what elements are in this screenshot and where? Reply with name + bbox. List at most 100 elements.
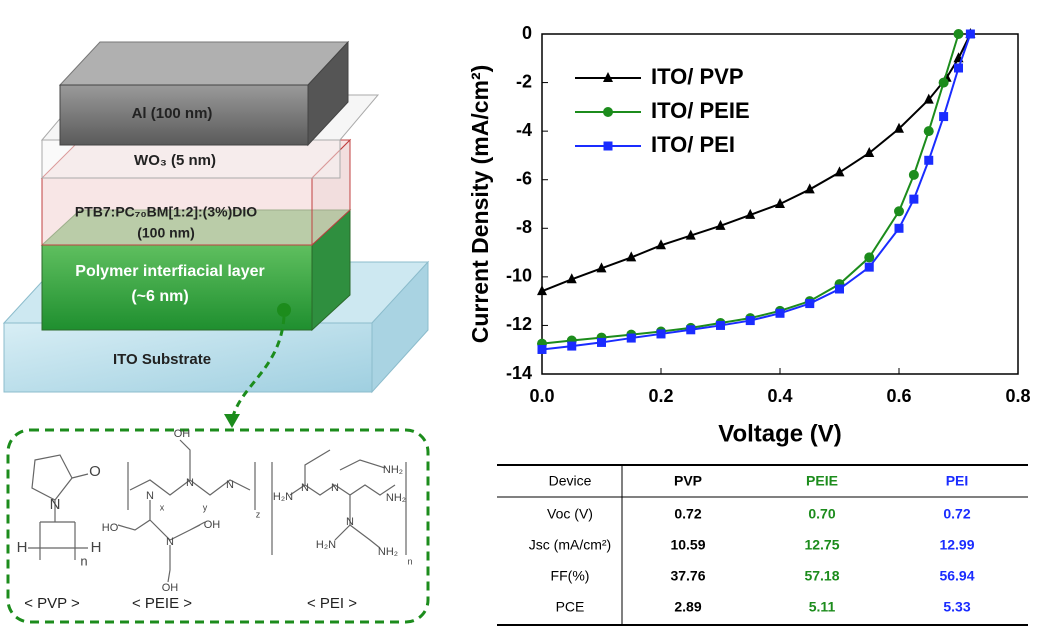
structures: O N H H n OH N N N x y z HO N OH OH H₂N … bbox=[17, 428, 413, 612]
atom: y bbox=[203, 502, 208, 512]
legend-marker bbox=[603, 141, 613, 151]
table-cell: 5.11 bbox=[809, 599, 836, 615]
atom: n bbox=[80, 553, 87, 568]
layer-label: Al (100 nm) bbox=[132, 105, 213, 122]
y-tick-label: -2 bbox=[516, 71, 532, 91]
marker bbox=[965, 29, 975, 39]
marker bbox=[894, 206, 904, 217]
atom: O bbox=[89, 463, 101, 480]
table-header: PEI bbox=[946, 473, 969, 489]
marker bbox=[835, 284, 844, 294]
table-cell: 10.59 bbox=[670, 537, 705, 553]
marker bbox=[626, 333, 636, 343]
atom: N bbox=[166, 536, 174, 548]
marker bbox=[656, 239, 666, 250]
layer-label: PTB7:PC₇₀BM[1:2]:(3%)DIO bbox=[75, 204, 257, 220]
marker bbox=[566, 273, 577, 284]
bond bbox=[28, 454, 89, 560]
marker bbox=[938, 77, 949, 88]
bond bbox=[271, 449, 407, 555]
atom: n bbox=[407, 556, 412, 566]
atom: OH bbox=[174, 428, 191, 440]
marker bbox=[775, 198, 785, 208]
x-tick-label: 0.4 bbox=[767, 386, 792, 406]
structure-name: < PEIE > bbox=[132, 595, 192, 612]
atom: z bbox=[256, 509, 261, 519]
legend-marker bbox=[603, 107, 613, 117]
ito-front bbox=[3, 322, 373, 393]
marker bbox=[923, 126, 934, 137]
marker bbox=[686, 325, 696, 335]
marker bbox=[715, 219, 726, 230]
marker bbox=[939, 112, 949, 122]
al-front bbox=[59, 84, 309, 146]
marker bbox=[537, 344, 547, 354]
table-cell: 2.89 bbox=[674, 599, 701, 615]
table-cell: 0.72 bbox=[674, 506, 701, 522]
structure-box bbox=[6, 428, 430, 624]
pointer-dot bbox=[277, 303, 291, 317]
table-cell: 0.72 bbox=[943, 506, 970, 522]
table-cell: 12.99 bbox=[939, 537, 974, 553]
marker bbox=[626, 251, 637, 262]
legend-label: ITO/ PEI bbox=[651, 132, 735, 157]
marker bbox=[924, 155, 934, 165]
structure-name: < PEI > bbox=[307, 595, 357, 612]
atom: N bbox=[331, 482, 339, 494]
x-axis-title: Voltage (V) bbox=[718, 420, 842, 447]
atom: N bbox=[50, 496, 61, 513]
atom: x bbox=[160, 502, 165, 512]
atom: NH₂ bbox=[386, 492, 406, 504]
arrow-head bbox=[224, 414, 240, 428]
layer-label: WO₃ (5 nm) bbox=[134, 152, 216, 169]
y-tick-label: -12 bbox=[506, 314, 532, 334]
x-tick-label: 0.2 bbox=[648, 386, 673, 406]
atom: N bbox=[146, 490, 154, 502]
legend-label: ITO/ PVP bbox=[651, 64, 744, 89]
atom: H bbox=[91, 539, 102, 556]
marker bbox=[923, 93, 934, 104]
series-line bbox=[541, 33, 972, 351]
table-cell: FF(%) bbox=[551, 568, 590, 584]
table-cell: 57.18 bbox=[804, 568, 839, 584]
table-header: PEIE bbox=[806, 473, 838, 489]
y-axis-title: Current Density (mA/cm²) bbox=[467, 65, 493, 344]
chart: Voltage (V) Current Density (mA/cm²) 0.0… bbox=[467, 23, 1030, 448]
atom: N bbox=[226, 479, 234, 491]
layer-thickness: (100 nm) bbox=[137, 225, 195, 241]
atom: H bbox=[17, 539, 28, 556]
table-header: Device bbox=[549, 473, 592, 489]
marker bbox=[953, 29, 964, 39]
bond bbox=[117, 439, 256, 583]
marker bbox=[864, 252, 875, 263]
legend-label: ITO/ PEIE bbox=[651, 98, 750, 123]
marker bbox=[596, 262, 607, 273]
device-stack: Al (100 nm) WO₃ (5 nm) PTB7:PC₇₀BM[1:2]:… bbox=[2, 40, 430, 624]
marker bbox=[716, 320, 725, 330]
y-tick-label: 0 bbox=[522, 23, 532, 43]
marker bbox=[745, 208, 756, 219]
atom: H₂N bbox=[316, 539, 336, 551]
legend-marker bbox=[603, 72, 613, 82]
polymer-front bbox=[41, 244, 313, 331]
active-front bbox=[41, 177, 313, 246]
marker bbox=[805, 299, 815, 309]
marker bbox=[775, 308, 785, 318]
marker bbox=[954, 63, 963, 73]
atom: N bbox=[301, 482, 309, 494]
table-cell: PCE bbox=[556, 599, 585, 615]
table: Device PVP PEIE PEI Voc (V) 0.72 0.70 0.72 Jsc (… bbox=[497, 464, 1028, 626]
table-cell: 12.75 bbox=[804, 537, 839, 553]
y-tick-label: -4 bbox=[516, 120, 532, 140]
table-cell: 0.70 bbox=[808, 506, 835, 522]
atom: N bbox=[346, 516, 354, 528]
table-header: PVP bbox=[674, 473, 702, 489]
marker bbox=[908, 169, 919, 180]
marker bbox=[834, 166, 845, 177]
marker bbox=[745, 316, 755, 326]
structure-name: < PVP > bbox=[24, 595, 80, 612]
y-tick-label: -10 bbox=[506, 266, 532, 286]
x-tick-label: 0.6 bbox=[886, 386, 911, 406]
